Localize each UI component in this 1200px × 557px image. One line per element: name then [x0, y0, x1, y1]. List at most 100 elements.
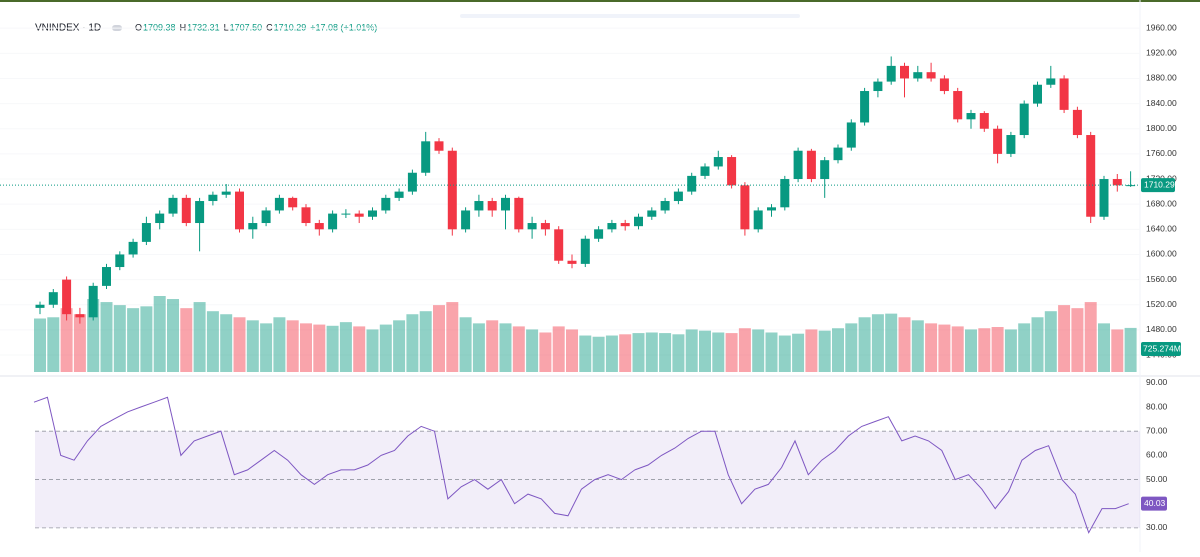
volume-bar — [260, 323, 273, 372]
volume-bar — [1031, 317, 1044, 372]
volume-bar — [73, 314, 86, 372]
scroll-indicator — [460, 14, 800, 18]
candle-body — [128, 241, 138, 255]
candle-body — [181, 197, 191, 224]
volume-bar — [752, 329, 765, 372]
candle-body — [235, 191, 244, 230]
candle-body — [141, 223, 151, 242]
volume-bar — [778, 335, 791, 372]
top-border — [0, 0, 1200, 2]
volume-bar — [127, 308, 140, 372]
candle-body — [102, 267, 111, 286]
volume-bar — [552, 326, 565, 372]
volume-bar — [419, 311, 432, 372]
volume-bar — [1058, 305, 1071, 372]
candle-body — [860, 91, 870, 123]
volume-bar — [1098, 323, 1110, 372]
volume-bar — [366, 329, 379, 372]
candle-body — [354, 213, 364, 217]
volume-bar — [885, 313, 898, 372]
candle-body — [979, 113, 989, 129]
candle-body — [713, 157, 723, 167]
candle-body — [780, 179, 790, 208]
candle-body — [62, 279, 72, 315]
candle-body — [368, 210, 377, 217]
volume-bar — [220, 314, 233, 372]
candle-body — [35, 304, 45, 308]
volume-bar — [34, 318, 46, 372]
candle-body — [314, 223, 324, 230]
candle-body — [1086, 135, 1096, 217]
volume-bar — [539, 332, 552, 372]
volume-bar — [579, 335, 592, 372]
candle-body — [461, 210, 471, 230]
candle-body — [1126, 185, 1136, 187]
candle-body — [767, 207, 776, 211]
candle-body — [567, 260, 577, 264]
ohlc-value: 1707.50 — [230, 22, 263, 32]
candle-body — [155, 213, 165, 224]
volume-bar — [951, 326, 964, 372]
candle-body — [1099, 179, 1109, 217]
volume-bar — [286, 320, 299, 372]
candle-body — [1072, 109, 1082, 136]
volume-bar — [167, 299, 179, 372]
candle-body — [700, 166, 710, 176]
volume-bar — [180, 308, 193, 372]
y-tick-label: 1840.00 — [1146, 98, 1177, 108]
volume-bar — [699, 330, 711, 372]
candle-body — [820, 160, 830, 180]
candle-body — [195, 201, 205, 224]
volume-bar — [965, 329, 977, 372]
candle-body — [1046, 78, 1056, 85]
volume-bar — [206, 311, 219, 372]
candle-body — [208, 194, 218, 202]
rsi-tag-bg — [1141, 496, 1167, 511]
y-tick-label: 1800.00 — [1146, 123, 1177, 133]
volume-bar — [499, 323, 512, 372]
volume-bar — [871, 314, 884, 372]
ohlc-label: L — [224, 22, 229, 32]
volume-bar — [393, 320, 406, 372]
candle-body — [328, 213, 338, 230]
candle-body — [394, 191, 404, 198]
ohlc-value: 1732.31 — [187, 22, 220, 32]
volume-bar — [845, 323, 858, 372]
candle-body — [447, 150, 457, 230]
candle-body — [75, 314, 85, 318]
volume-bar — [273, 317, 286, 372]
volume-bar — [1044, 311, 1057, 372]
volume-bar — [805, 329, 818, 372]
volume-tag-bg — [1141, 342, 1181, 356]
candle-body — [48, 292, 58, 305]
volume-bar — [446, 302, 459, 372]
candle-body — [434, 141, 444, 151]
price-tag-bg — [1141, 178, 1175, 193]
volume-tag: 725.274M — [1143, 343, 1181, 353]
volume-bar — [725, 333, 738, 372]
candle-body — [900, 65, 909, 79]
volume-bar — [193, 302, 206, 372]
candle-body — [261, 210, 271, 224]
volume-bar — [685, 329, 698, 372]
candle-body — [554, 229, 564, 261]
change: +17.08 (+1.01%) — [310, 22, 377, 32]
candle-body — [221, 191, 231, 195]
candle-body — [913, 72, 923, 79]
volume-bar — [300, 323, 312, 372]
y-tick-label: 1920.00 — [1146, 48, 1177, 58]
ohlc-label: C — [266, 22, 273, 32]
volume-bar — [645, 332, 658, 372]
price-tag: 1710.29 — [1144, 179, 1175, 189]
candle-body — [580, 238, 590, 264]
candle-body — [939, 78, 949, 92]
candle-body — [620, 223, 630, 227]
ohlc-label: H — [180, 22, 187, 32]
candle-body — [381, 197, 391, 211]
volume-bar — [659, 333, 672, 372]
candle-body — [1059, 78, 1069, 110]
candle-body — [1033, 84, 1042, 104]
volume-bar — [991, 327, 1004, 372]
candle-body — [660, 201, 670, 211]
